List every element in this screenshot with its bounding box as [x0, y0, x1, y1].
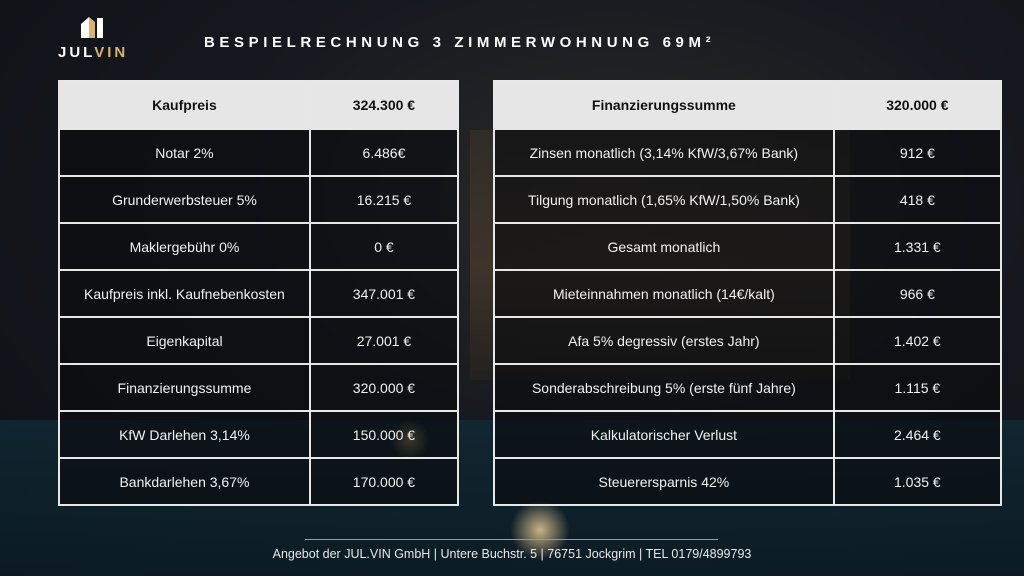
row-value: 1.115 € [832, 363, 1003, 412]
table-row: Eigenkapital 27.001 € [58, 316, 460, 365]
row-label: Maklergebühr 0% [58, 222, 311, 271]
header-value: 324.300 € [308, 80, 460, 130]
table-row: Mieteinnahmen monatlich (14€/kalt) 966 € [493, 269, 1003, 318]
row-label: Bankdarlehen 3,67% [58, 457, 311, 506]
table-row: Zinsen monatlich (3,14% KfW/3,67% Bank) 9… [493, 128, 1003, 177]
purchase-cost-table: Kaufpreis 324.300 € Notar 2% 6.486€ Grund… [58, 80, 460, 506]
table-row: Kalkulatorischer Verlust 2.464 € [493, 410, 1003, 459]
row-value: 966 € [832, 269, 1003, 318]
row-value: 1.331 € [832, 222, 1003, 271]
table-header-row: Kaufpreis 324.300 € [58, 80, 460, 130]
header-value: 320.000 € [832, 80, 1003, 130]
logo-mark-icon [81, 17, 103, 38]
table-header-row: Finanzierungssumme 320.000 € [493, 80, 1003, 130]
row-value: 16.215 € [308, 175, 460, 224]
footer-contact: Angebot der JUL.VIN GmbH | Untere Buchst… [272, 547, 752, 561]
row-label: Mieteinnahmen monatlich (14€/kalt) [493, 269, 835, 318]
table-row: Gesamt monatlich 1.331 € [493, 222, 1003, 271]
row-label: Tilgung monatlich (1,65% KfW/1,50% Bank) [493, 175, 835, 224]
table-row: Bankdarlehen 3,67% 170.000 € [58, 457, 460, 506]
row-value: 170.000 € [308, 457, 460, 506]
row-value: 912 € [832, 128, 1003, 177]
table-row: Notar 2% 6.486€ [58, 128, 460, 177]
row-label: Kaufpreis inkl. Kaufnebenkosten [58, 269, 311, 318]
row-label: Sonderabschreibung 5% (erste fünf Jahre) [493, 363, 835, 412]
row-label: KfW Darlehen 3,14% [58, 410, 311, 459]
table-row: Maklergebühr 0% 0 € [58, 222, 460, 271]
row-value: 150.000 € [308, 410, 460, 459]
row-label: Notar 2% [58, 128, 311, 177]
row-label: Grunderwerbsteuer 5% [58, 175, 311, 224]
row-value: 1.035 € [832, 457, 1003, 506]
row-value: 0 € [308, 222, 460, 271]
row-label: Steuerersparnis 42% [493, 457, 835, 506]
company-logo: JULVIN [58, 14, 128, 62]
table-row: Sonderabschreibung 5% (erste fünf Jahre)… [493, 363, 1003, 412]
table-row: Finanzierungssumme 320.000 € [58, 363, 460, 412]
table-row: Grunderwerbsteuer 5% 16.215 € [58, 175, 460, 224]
footer-divider [305, 539, 718, 540]
table-row: KfW Darlehen 3,14% 150.000 € [58, 410, 460, 459]
logo-text-main: JUL [58, 44, 95, 61]
header-label: Finanzierungssumme [493, 80, 835, 130]
row-label: Zinsen monatlich (3,14% KfW/3,67% Bank) [493, 128, 835, 177]
row-label: Gesamt monatlich [493, 222, 835, 271]
row-value: 418 € [832, 175, 1003, 224]
header-label: Kaufpreis [58, 80, 311, 130]
financing-table: Finanzierungssumme 320.000 € Zinsen mona… [493, 80, 1003, 506]
page-title: BESPIELRECHNUNG 3 ZIMMERWOHNUNG 69M² [204, 34, 716, 51]
row-value: 6.486€ [308, 128, 460, 177]
row-value: 320.000 € [308, 363, 460, 412]
row-label: Afa 5% degressiv (erstes Jahr) [493, 316, 835, 365]
table-row: Steuerersparnis 42% 1.035 € [493, 457, 1003, 506]
row-value: 347.001 € [308, 269, 460, 318]
logo-wordmark: JULVIN [58, 44, 128, 61]
table-row: Afa 5% degressiv (erstes Jahr) 1.402 € [493, 316, 1003, 365]
row-label: Kalkulatorischer Verlust [493, 410, 835, 459]
row-value: 27.001 € [308, 316, 460, 365]
row-label: Eigenkapital [58, 316, 311, 365]
table-row: Tilgung monatlich (1,65% KfW/1,50% Bank)… [493, 175, 1003, 224]
row-label: Finanzierungssumme [58, 363, 311, 412]
table-row: Kaufpreis inkl. Kaufnebenkosten 347.001 € [58, 269, 460, 318]
logo-text-accent: VIN [94, 44, 129, 61]
row-value: 2.464 € [832, 410, 1003, 459]
row-value: 1.402 € [832, 316, 1003, 365]
